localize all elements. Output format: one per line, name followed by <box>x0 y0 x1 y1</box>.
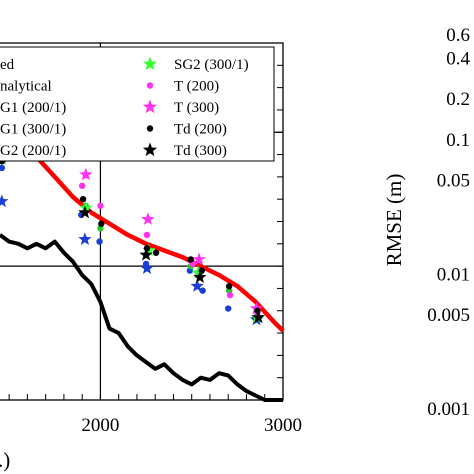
right-chart-panel: 0.6 0.4 0.2 0.1 0.05 0.01 0.005 0.001 RMSE (m) <box>382 25 471 420</box>
data-point-s6-4 <box>152 249 160 256</box>
rmse-y-tick-label: 0.01 <box>437 264 470 285</box>
data-point-s1-2 <box>140 261 154 274</box>
data-point-s3-1 <box>79 201 93 214</box>
legend-label-5: SG2 (300/1) <box>174 57 249 73</box>
x-tick-label: 3000 <box>264 415 302 436</box>
data-point-s5-2 <box>141 212 155 225</box>
legend-label-2: G1 (200/1) <box>0 100 66 116</box>
data-point-s6-5 <box>187 256 194 263</box>
legend-label-6: T (200) <box>174 79 219 95</box>
data-point-s5-1 <box>79 167 93 181</box>
x-tick-label: 2000 <box>81 415 119 436</box>
data-point-s0-0 <box>0 164 6 172</box>
data-point-s7-2 <box>139 248 153 261</box>
x-axis-label-partial: .) <box>0 448 10 472</box>
legend-symbol-7 <box>142 99 158 114</box>
rmse-y-tick-label: 0.2 <box>446 89 470 110</box>
legend-label-7: T (300) <box>174 100 219 116</box>
data-point-s5-3 <box>192 252 206 266</box>
data-point-s7-4 <box>251 310 265 324</box>
marker-series-layer <box>0 111 265 326</box>
legend-label-0: ed <box>0 57 15 73</box>
data-point-s4-3 <box>143 231 151 239</box>
rmse-y-axis-label: RMSE (m) <box>382 174 406 267</box>
data-point-s6-1 <box>79 195 87 203</box>
legend-label-1: nalytical <box>0 79 52 95</box>
legend-label-8: Td (200) <box>174 122 227 138</box>
rmse-y-tick-label: 0.1 <box>446 130 470 151</box>
left-chart-panel: ed nalytical G1 (200/1) G1 (300/1) G2 (200/1… <box>0 42 302 472</box>
data-point-s3-3 <box>191 265 205 279</box>
data-point-s0-2 <box>96 238 103 245</box>
legend-label-3: G1 (300/1) <box>0 122 66 138</box>
rmse-y-tick-label: 0.001 <box>427 399 470 420</box>
legend-symbol-5 <box>142 56 158 71</box>
legend-label-9: Td (300) <box>174 143 227 159</box>
data-point-s0-5 <box>199 287 206 294</box>
line-series-layer <box>0 110 285 402</box>
legend-items: ed nalytical G1 (200/1) G1 (300/1) G2 (200/1… <box>0 56 249 159</box>
legend-symbol-9 <box>142 142 158 157</box>
rmse-y-tick-label: 0.6 <box>446 25 470 46</box>
line-series-0 <box>0 110 285 333</box>
data-point-s0-6 <box>225 305 232 312</box>
data-point-s4-2 <box>97 202 104 210</box>
data-point-s7-1 <box>78 205 92 219</box>
x-tick-labels: 2000 3000 <box>81 415 302 436</box>
line-series-1 <box>0 233 283 402</box>
data-point-s4-1 <box>78 182 86 189</box>
legend: ed nalytical G1 (200/1) G1 (300/1) G2 (200/1… <box>0 46 275 162</box>
rmse-y-tick-label: 0.005 <box>427 305 470 326</box>
rmse-y-tick-label: 0.4 <box>446 49 470 70</box>
data-point-s1-0 <box>0 194 9 208</box>
rmse-y-tick-labels: 0.6 0.4 0.2 0.1 0.05 0.01 0.005 0.001 <box>427 25 470 420</box>
data-point-s1-3 <box>190 279 204 292</box>
legend-symbol-8 <box>146 125 154 132</box>
minor-ticks <box>8 64 283 400</box>
data-point-s6-7 <box>225 283 233 290</box>
data-point-s4-5 <box>226 291 234 299</box>
rmse-y-tick-label: 0.05 <box>437 170 470 191</box>
legend-symbol-6 <box>146 82 154 89</box>
legend-box <box>0 46 275 162</box>
legend-label-4: G2 (200/1) <box>0 143 66 159</box>
data-point-s1-1 <box>78 232 92 245</box>
data-point-s7-3 <box>193 270 207 283</box>
data-point-s6-2 <box>98 220 105 227</box>
